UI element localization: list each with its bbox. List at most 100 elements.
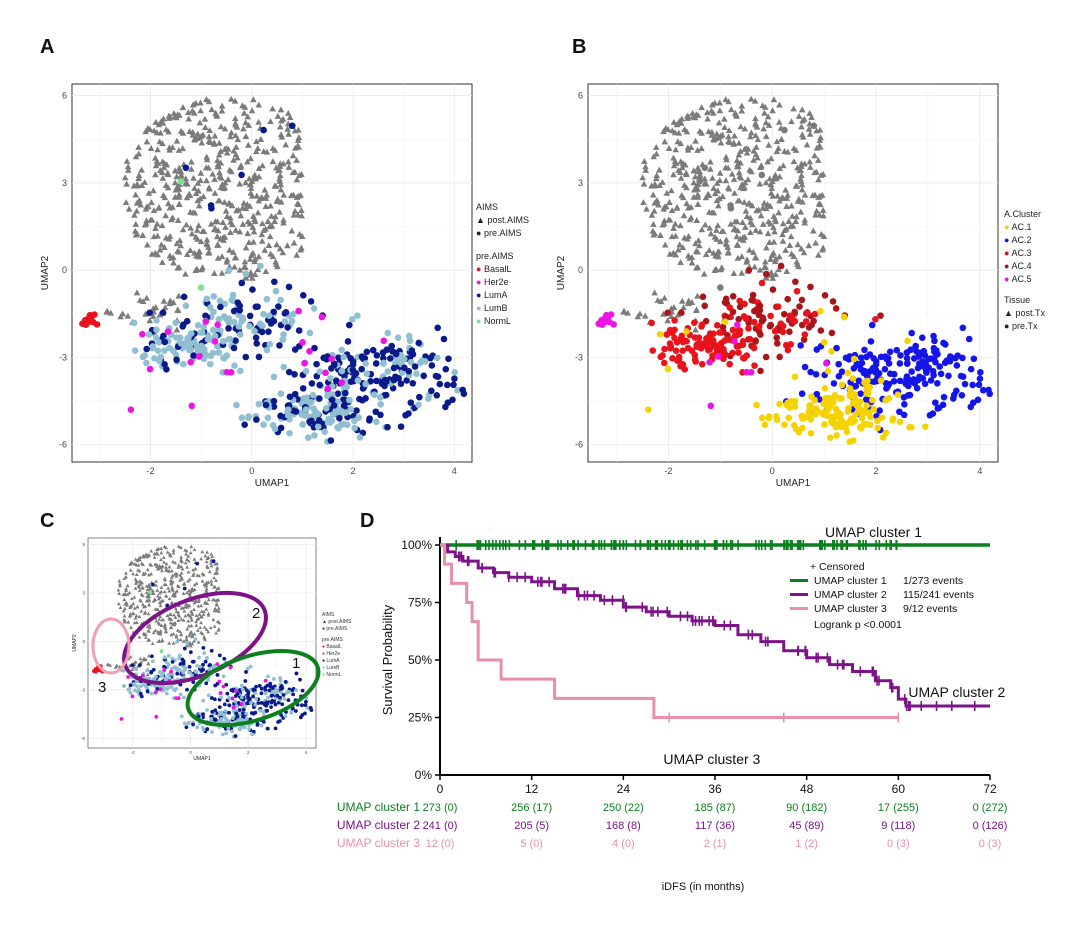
- panel-b-point-circle: [789, 316, 796, 323]
- panel-b-point-triangle: [681, 181, 688, 188]
- panel-b-point-circle: [863, 390, 871, 397]
- panel-b-point-triangle: [775, 145, 782, 151]
- panel-b-point-triangle: [716, 177, 724, 184]
- panel-c-point-triangle: [135, 558, 140, 563]
- panel-c-point-circle: [138, 691, 143, 696]
- panel-b-point-circle: [912, 342, 919, 350]
- panel-b-point-triangle: [782, 246, 789, 253]
- panel-b-point-circle: [683, 328, 690, 335]
- panel-c-point-circle: [284, 710, 288, 714]
- panel-a-point-triangle: [242, 264, 249, 271]
- panel-a-point-circle: [275, 303, 282, 310]
- panel-a-point-triangle: [266, 233, 274, 240]
- panel-c-point-circle: [204, 681, 209, 686]
- panel-a-point-circle: [215, 326, 223, 334]
- panel-a-point-triangle: [152, 303, 160, 310]
- panel-a-point-circle: [335, 354, 342, 361]
- panel-b-point-circle: [861, 379, 868, 386]
- panel-a-point-circle: [327, 375, 334, 382]
- panel-b-point-circle: [921, 351, 929, 359]
- panel-c-point-circle: [242, 725, 247, 730]
- panel-a-point-circle: [358, 353, 366, 360]
- panel-b-point-circle: [873, 412, 880, 420]
- panel-a-point-circle: [82, 321, 90, 328]
- panel-a-point-triangle: [286, 114, 294, 120]
- panel-b-point-triangle: [784, 191, 791, 198]
- panel-a-point-circle: [230, 297, 237, 305]
- legend-c-color-her2e: ● Her2e: [322, 651, 351, 658]
- panel-b-point-triangle: [760, 125, 767, 132]
- panel-a-point-triangle: [225, 200, 232, 207]
- panel-b-point-circle: [727, 202, 734, 209]
- panel-c-point-circle: [158, 687, 163, 692]
- panel-b-point-circle: [930, 344, 938, 352]
- panel-a-point-triangle: [191, 135, 198, 142]
- panel-c-point-triangle: [158, 603, 163, 608]
- panel-b-point-circle: [679, 347, 687, 354]
- km-xtick-label: 72: [983, 782, 997, 796]
- panel-a-point-triangle: [203, 153, 211, 160]
- panel-c-point-triangle: [204, 627, 209, 632]
- panel-c-point-triangle: [139, 561, 144, 565]
- panel-b-point-triangle: [703, 109, 711, 116]
- panel-a-point-circle: [159, 362, 166, 370]
- panel-b-point-triangle: [772, 255, 780, 262]
- panel-a-point-triangle: [170, 254, 177, 261]
- panel-c-point-circle: [134, 672, 139, 677]
- panel-b-point-circle: [714, 353, 722, 360]
- panel-b-point-circle: [736, 330, 743, 338]
- panel-b-point-triangle: [753, 123, 761, 130]
- panel-a-point-circle: [311, 432, 318, 439]
- panel-b-point-triangle: [685, 232, 692, 239]
- panel-c-point-circle: [155, 686, 160, 691]
- panel-a-point-triangle: [240, 199, 248, 206]
- panel-c-point-circle: [289, 708, 294, 713]
- panel-b-point-circle: [777, 262, 785, 270]
- panel-c-point-triangle: [141, 554, 146, 558]
- panel-a-point-triangle: [230, 156, 237, 163]
- panel-b-point-circle: [853, 360, 861, 368]
- panel-b-point-circle: [709, 337, 717, 344]
- legend-c-shape-post-label: post.AIMS: [328, 619, 352, 625]
- panel-c-point-triangle: [132, 660, 137, 665]
- panel-b-point-circle: [788, 320, 796, 327]
- legend-b-color-ac3: ● AC.3: [1004, 247, 1045, 260]
- panel-c-point-circle: [278, 684, 283, 689]
- panel-c-point-triangle: [174, 633, 179, 638]
- panel-c-point-triangle: [141, 562, 145, 567]
- panel-a-point-triangle: [132, 153, 140, 160]
- circle-icon: ●: [1004, 248, 1010, 258]
- panel-c-point-triangle: [194, 619, 199, 624]
- panel-a-point-circle: [329, 411, 337, 418]
- panel-b-point-triangle: [776, 165, 784, 171]
- panel-b-point-triangle: [704, 190, 712, 197]
- panel-b-point-triangle: [800, 249, 808, 256]
- panel-c-point-triangle: [212, 585, 216, 589]
- panel-c-point-circle: [219, 715, 223, 720]
- panel-c-xtick: 0: [189, 750, 192, 755]
- panel-a-point-circle: [277, 321, 285, 329]
- panel-c-point-triangle: [163, 578, 167, 582]
- panel-c-point-circle: [238, 717, 242, 722]
- panel-c-point-triangle: [186, 554, 191, 558]
- panel-a-point-circle: [210, 326, 217, 334]
- panel-c-point-triangle: [139, 592, 144, 596]
- panel-b-point-circle: [708, 356, 716, 363]
- panel-b-point-circle: [781, 126, 788, 134]
- panel-b-point-circle: [906, 423, 913, 431]
- panel-b-point-triangle: [773, 148, 781, 155]
- panel-a-point-circle: [379, 349, 387, 356]
- panel-c-point-circle: [276, 700, 281, 705]
- panel-b-point-triangle: [752, 132, 760, 139]
- legend-a-shape-post-label: post.AIMS: [487, 215, 529, 225]
- panel-b-point-triangle: [668, 127, 676, 134]
- panel-c-point-triangle: [189, 609, 194, 613]
- panel-b-point-triangle: [794, 164, 801, 171]
- panel-b-point-circle: [893, 346, 901, 354]
- panel-c-point-triangle: [146, 611, 151, 616]
- panel-b-point-triangle: [742, 207, 750, 214]
- panel-a-point-circle: [259, 322, 266, 330]
- panel-b-point-circle: [724, 332, 731, 339]
- panel-c-point-triangle: [159, 599, 164, 604]
- panel-a-point-circle: [422, 353, 429, 360]
